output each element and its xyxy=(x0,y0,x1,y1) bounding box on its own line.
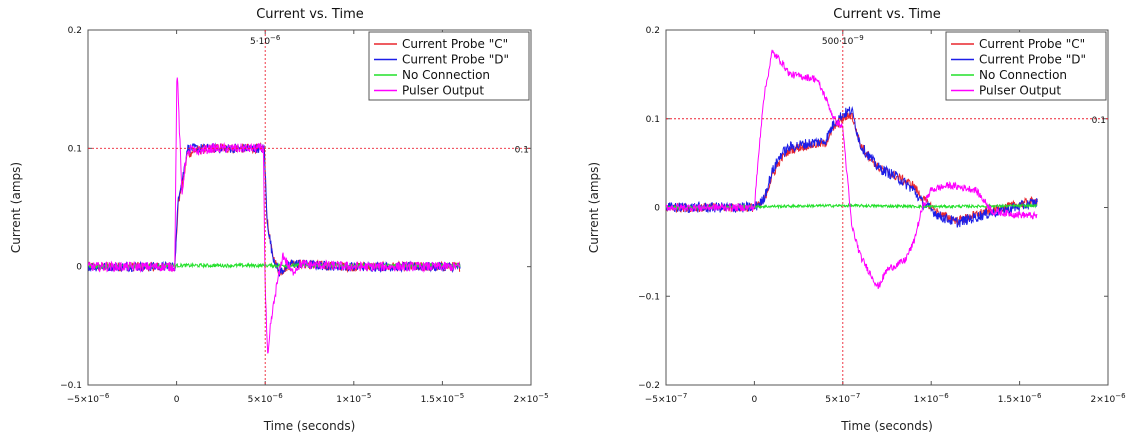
legend: Current Probe "C" Current Probe "D"No Con… xyxy=(945,31,1107,101)
ref-vertical-base: 5·10 xyxy=(250,37,270,47)
legend-label: Current Probe "D" xyxy=(402,53,509,67)
x-tick-base: 2×10 xyxy=(513,395,538,405)
x-tick-exponent: −6 xyxy=(272,392,283,400)
x-tick-base: 0 xyxy=(174,395,180,405)
series-line-2 xyxy=(88,142,461,277)
y-tick-label: 0 xyxy=(76,263,82,273)
x-tick-base: 0 xyxy=(752,395,758,405)
x-tick-label: 1×10−6 xyxy=(914,392,950,405)
legend-label: Pulser Output xyxy=(979,84,1061,98)
x-tick-label: −5×10−7 xyxy=(645,392,688,405)
legend-label: Current Probe "C" xyxy=(402,37,508,51)
x-tick-label: 5×10−6 xyxy=(248,392,284,405)
x-tick-base: 1.5×10 xyxy=(421,395,455,405)
ref-horizontal-label: 0.1 xyxy=(515,145,529,155)
plot-area xyxy=(88,77,461,354)
legend: Current Probe "C" Current Probe "D"No Con… xyxy=(368,31,530,101)
x-axis-label: Time (seconds) xyxy=(840,419,933,433)
y-tick-label: −0.1 xyxy=(60,381,82,391)
chart-title: Current vs. Time xyxy=(256,7,364,22)
y-tick-label: 0.2 xyxy=(646,26,660,36)
y-tick-label: −0.2 xyxy=(638,381,660,391)
series-line-3 xyxy=(666,202,1038,211)
y-tick-label: 0.1 xyxy=(68,144,82,154)
plot-area xyxy=(666,49,1038,289)
chart-2: Current vs. Time Time (seconds) Current (a… xyxy=(587,7,1126,433)
series-line-1 xyxy=(88,141,461,276)
ref-vertical-exponent: −9 xyxy=(853,34,863,42)
x-tick-base: −5×10 xyxy=(67,395,100,405)
series-line-4 xyxy=(666,49,1038,289)
x-tick-exponent: −6 xyxy=(938,392,949,400)
chart-title: Current vs. Time xyxy=(833,7,941,22)
x-tick-exponent: −7 xyxy=(677,392,687,400)
chart-1: Current vs. Time Time (seconds) Current (a… xyxy=(9,7,549,433)
x-tick-label: 1.5×10−5 xyxy=(421,392,465,405)
x-tick-base: −5×10 xyxy=(645,395,678,405)
legend-label: No Connection xyxy=(402,68,490,82)
ref-vertical-exponent: −6 xyxy=(270,34,281,42)
x-tick-label: 1.5×10−6 xyxy=(998,392,1042,405)
x-tick-base: 1×10 xyxy=(336,395,361,405)
y-tick-label: 0.2 xyxy=(68,26,82,36)
ref-vertical-label: 500·10−9 xyxy=(822,34,864,47)
x-tick-label: 2×10−5 xyxy=(513,392,548,405)
legend-label: Current Probe "C" xyxy=(979,37,1085,51)
y-tick-label: −0.1 xyxy=(638,292,660,302)
x-tick-base: 1×10 xyxy=(914,395,939,405)
x-tick-label: 2×10−6 xyxy=(1090,392,1126,405)
x-tick-exponent: −6 xyxy=(1115,392,1126,400)
x-tick-base: 1.5×10 xyxy=(998,395,1032,405)
series-line-4 xyxy=(88,77,461,354)
legend-label: Current Probe "D" xyxy=(979,53,1086,67)
x-axis-label: Time (seconds) xyxy=(263,419,356,433)
y-tick-label: 0.1 xyxy=(646,115,660,125)
x-tick-label: 0 xyxy=(752,395,758,405)
x-tick-base: 2×10 xyxy=(1090,395,1115,405)
plot-frame xyxy=(87,29,532,386)
ref-horizontal-label: 0.1 xyxy=(1092,116,1106,126)
y-tick-label: 0 xyxy=(654,204,660,214)
x-tick-label: 1×10−5 xyxy=(336,392,371,405)
x-tick-label: −5×10−6 xyxy=(67,392,110,405)
x-tick-base: 5×10 xyxy=(248,395,273,405)
x-tick-label: 0 xyxy=(174,395,180,405)
x-tick-label: 5×10−7 xyxy=(825,392,860,405)
x-tick-base: 5×10 xyxy=(825,395,850,405)
x-tick-exponent: −5 xyxy=(454,392,464,400)
x-tick-exponent: −5 xyxy=(538,392,548,400)
ref-vertical-label: 5·10−6 xyxy=(250,34,281,47)
x-tick-exponent: −6 xyxy=(99,392,110,400)
ref-vertical-base: 500·10 xyxy=(822,37,854,47)
y-axis-label: Current (amps) xyxy=(587,162,601,253)
y-axis-label: Current (amps) xyxy=(9,162,23,253)
x-tick-exponent: −5 xyxy=(361,392,371,400)
x-tick-exponent: −6 xyxy=(1031,392,1042,400)
x-tick-exponent: −7 xyxy=(850,392,860,400)
legend-label: Pulser Output xyxy=(402,84,484,98)
legend-label: No Connection xyxy=(979,68,1067,82)
